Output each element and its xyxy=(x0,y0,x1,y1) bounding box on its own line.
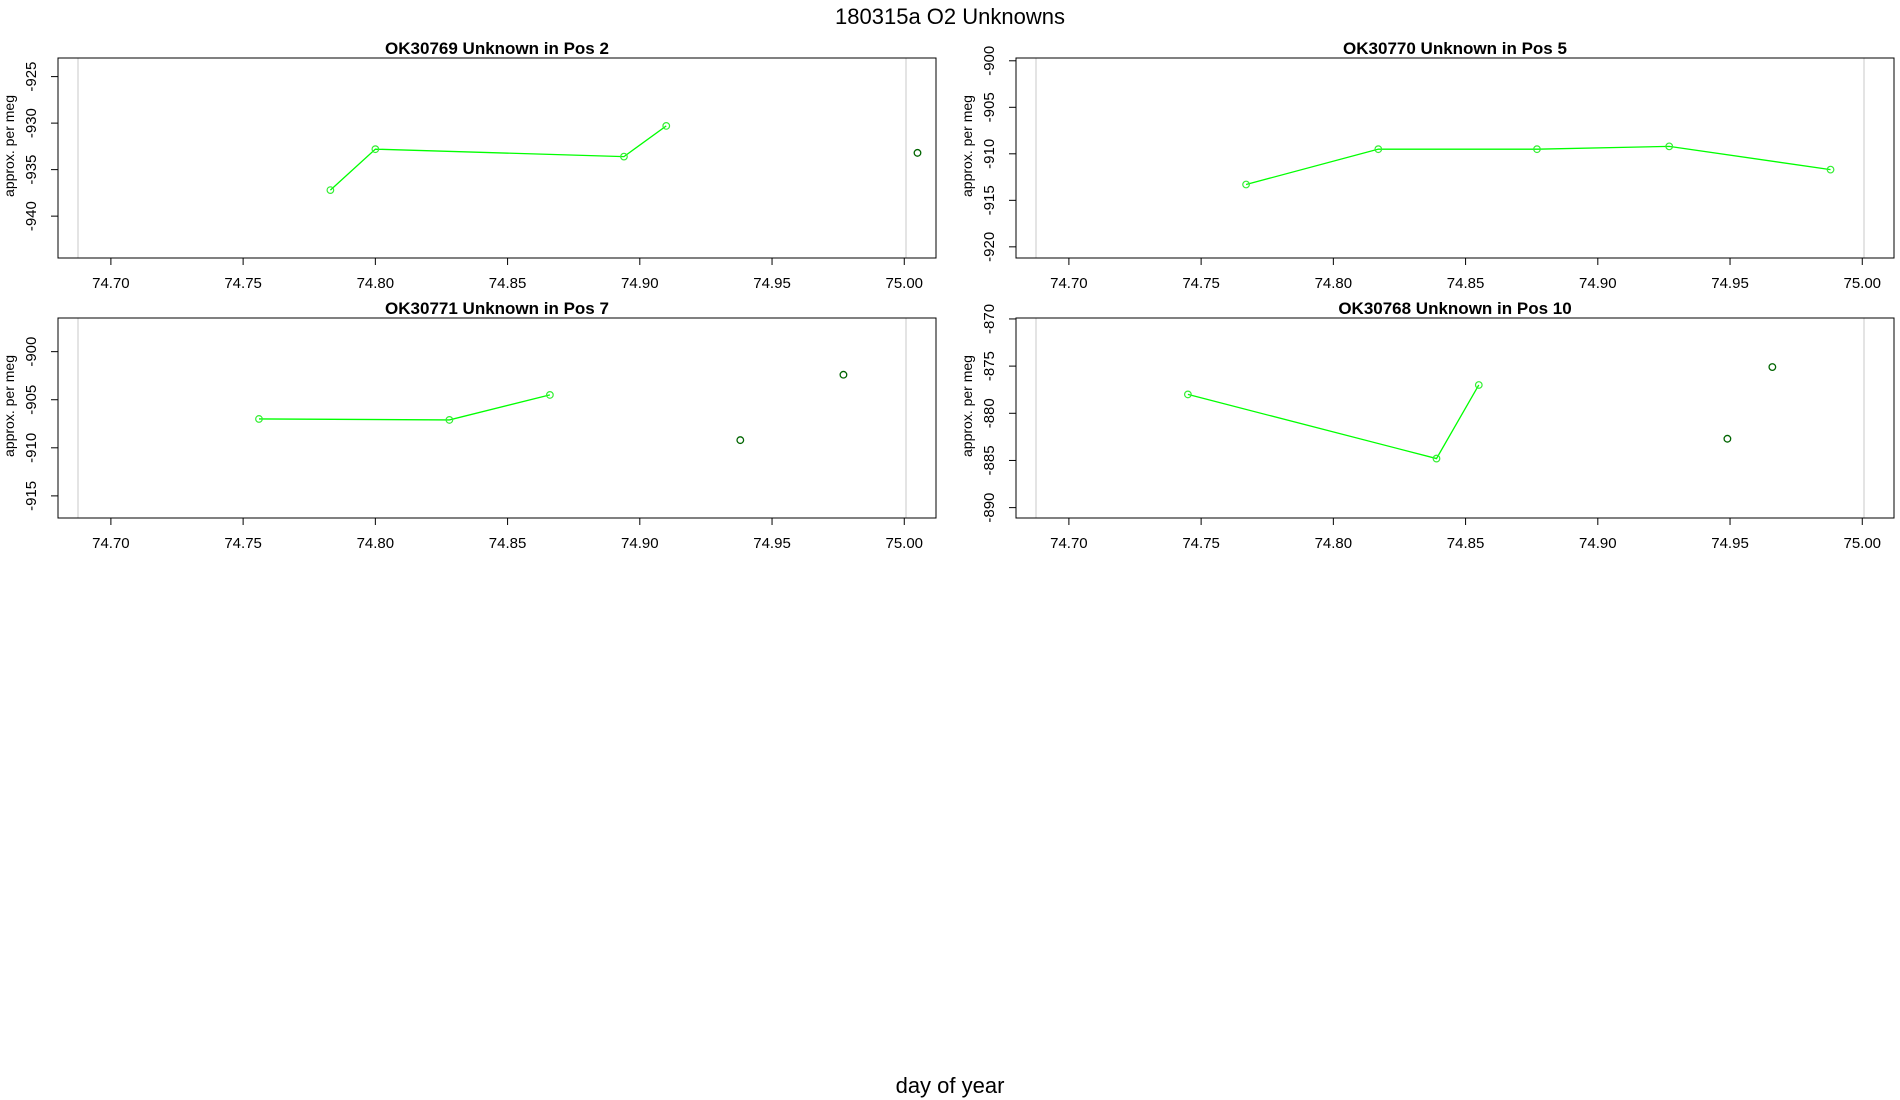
x-tick-label: 74.85 xyxy=(1447,275,1485,292)
x-tick-label: 74.90 xyxy=(621,535,659,552)
x-tick-label: 74.70 xyxy=(92,535,130,552)
y-tick-label: -885 xyxy=(981,445,998,475)
figure-title: 180315a O2 Unknowns xyxy=(835,4,1065,29)
y-axis-label: approx. per meg xyxy=(959,95,975,197)
y-tick-label: -890 xyxy=(981,493,998,523)
x-tick-label: 74.85 xyxy=(1447,535,1485,552)
y-tick-label: -900 xyxy=(23,337,40,367)
x-tick-label: 74.80 xyxy=(357,275,395,292)
data-point xyxy=(1665,142,1674,151)
panel-1: OK30769 Unknown in Pos 2 74.70 74.75 74.80 7… xyxy=(1,39,937,292)
plot-frame xyxy=(57,57,937,259)
data-point xyxy=(662,122,671,130)
data-point xyxy=(371,145,380,154)
x-tick-label: 74.70 xyxy=(1050,535,1088,552)
series-2 xyxy=(736,370,848,445)
x-tick-label: 74.70 xyxy=(1050,275,1088,292)
panel-grid: OK30769 Unknown in Pos 2 74.70 74.75 74.80 7… xyxy=(1,39,1895,552)
data-point xyxy=(736,436,745,445)
panel-3: OK30771 Unknown in Pos 7 74.70 74.75 74.80 7… xyxy=(1,299,937,552)
y-tick-label: -910 xyxy=(23,433,40,463)
data-point xyxy=(1374,145,1383,154)
panel-title: OK30768 Unknown in Pos 10 xyxy=(1338,299,1571,318)
series-line xyxy=(1245,145,1831,186)
y-tick-label: -905 xyxy=(23,385,40,415)
series-line xyxy=(1187,384,1480,460)
panel-title: OK30770 Unknown in Pos 5 xyxy=(1343,39,1567,58)
x-tick-label: 75.00 xyxy=(1843,535,1881,552)
y-tick-label: -905 xyxy=(981,92,998,122)
data-point xyxy=(1826,165,1835,174)
y-tick-label: -930 xyxy=(23,108,40,138)
y-tick-label: -925 xyxy=(23,62,40,92)
x-tick-label: 74.75 xyxy=(1182,275,1220,292)
y-tick-label: -915 xyxy=(981,185,998,215)
series-line xyxy=(329,125,667,191)
y-tick-label: -900 xyxy=(981,46,998,76)
data-point xyxy=(913,148,922,157)
series-line xyxy=(258,394,551,421)
series-2 xyxy=(1723,363,1777,443)
y-tick-label: -940 xyxy=(23,201,40,231)
x-tick-label: 74.80 xyxy=(1315,535,1353,552)
plot-frame xyxy=(1015,57,1895,259)
x-tick-label: 75.00 xyxy=(885,275,923,292)
data-point xyxy=(255,415,263,423)
series-2 xyxy=(913,148,922,157)
x-tick-label: 74.75 xyxy=(1182,535,1220,552)
x-tick-label: 74.90 xyxy=(1579,535,1617,552)
y-tick-label: -870 xyxy=(981,304,998,334)
data-point xyxy=(1242,180,1250,189)
panel-4: OK30768 Unknown in Pos 10 74.70 74.75 74.80… xyxy=(959,299,1895,552)
data-point xyxy=(1768,363,1777,372)
y-tick-label: -935 xyxy=(23,155,40,185)
y-axis-label: approx. per meg xyxy=(959,355,975,457)
x-tick-label: 74.95 xyxy=(1711,535,1749,552)
panel-title: OK30771 Unknown in Pos 7 xyxy=(385,299,609,318)
y-tick-label: -920 xyxy=(981,232,998,262)
series-1 xyxy=(1242,142,1835,189)
data-point xyxy=(1432,454,1441,463)
data-point xyxy=(1723,434,1732,443)
y-tick-label: -880 xyxy=(981,398,998,428)
x-tick-label: 74.95 xyxy=(753,275,791,292)
data-point xyxy=(1183,390,1192,399)
x-tick-label: 74.75 xyxy=(224,275,262,292)
data-point xyxy=(445,416,454,424)
panel-2: OK30770 Unknown in Pos 5 74.70 74.75 74.80 7… xyxy=(959,39,1895,292)
plot-frame xyxy=(1015,317,1895,519)
y-axis-label: approx. per meg xyxy=(1,95,17,197)
x-tick-label: 74.85 xyxy=(489,275,527,292)
panel-title: OK30769 Unknown in Pos 2 xyxy=(385,39,609,58)
x-tick-label: 74.80 xyxy=(1315,275,1353,292)
series-1 xyxy=(326,122,671,194)
x-tick-label: 74.90 xyxy=(1579,275,1617,292)
data-point xyxy=(620,152,628,161)
data-point xyxy=(839,370,848,379)
y-axis-label: approx. per meg xyxy=(1,355,17,457)
data-point xyxy=(1533,145,1541,154)
y-tick-label: -915 xyxy=(23,481,40,511)
x-tick-label: 74.70 xyxy=(92,275,130,292)
x-tick-label: 74.80 xyxy=(357,535,395,552)
y-tick-label: -910 xyxy=(981,139,998,169)
x-tick-label: 74.75 xyxy=(224,535,262,552)
x-tick-label: 74.90 xyxy=(621,275,659,292)
x-tick-label: 75.00 xyxy=(885,535,923,552)
data-point xyxy=(545,391,554,399)
series-1 xyxy=(255,391,554,424)
x-tick-label: 75.00 xyxy=(1843,275,1881,292)
y-tick-label: -875 xyxy=(981,351,998,381)
x-tick-label: 74.95 xyxy=(1711,275,1749,292)
x-axis-label: day of year xyxy=(896,1073,1005,1098)
plot-frame xyxy=(57,317,937,519)
x-tick-label: 74.85 xyxy=(489,535,527,552)
data-point xyxy=(1474,381,1483,389)
series-1 xyxy=(1183,381,1483,463)
x-tick-label: 74.95 xyxy=(753,535,791,552)
data-point xyxy=(326,186,335,194)
